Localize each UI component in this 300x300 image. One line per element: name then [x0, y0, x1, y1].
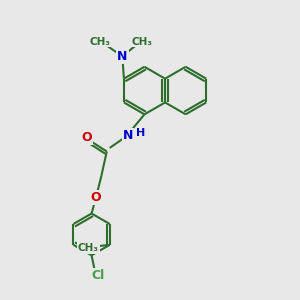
- Text: N: N: [117, 50, 128, 63]
- Text: CH₃: CH₃: [131, 37, 152, 46]
- Text: O: O: [82, 131, 92, 144]
- Text: H: H: [136, 128, 145, 138]
- Text: CH₃: CH₃: [78, 243, 99, 253]
- Text: Cl: Cl: [91, 269, 104, 282]
- Text: N: N: [123, 129, 133, 142]
- Text: O: O: [91, 191, 101, 204]
- Text: CH₃: CH₃: [90, 37, 111, 46]
